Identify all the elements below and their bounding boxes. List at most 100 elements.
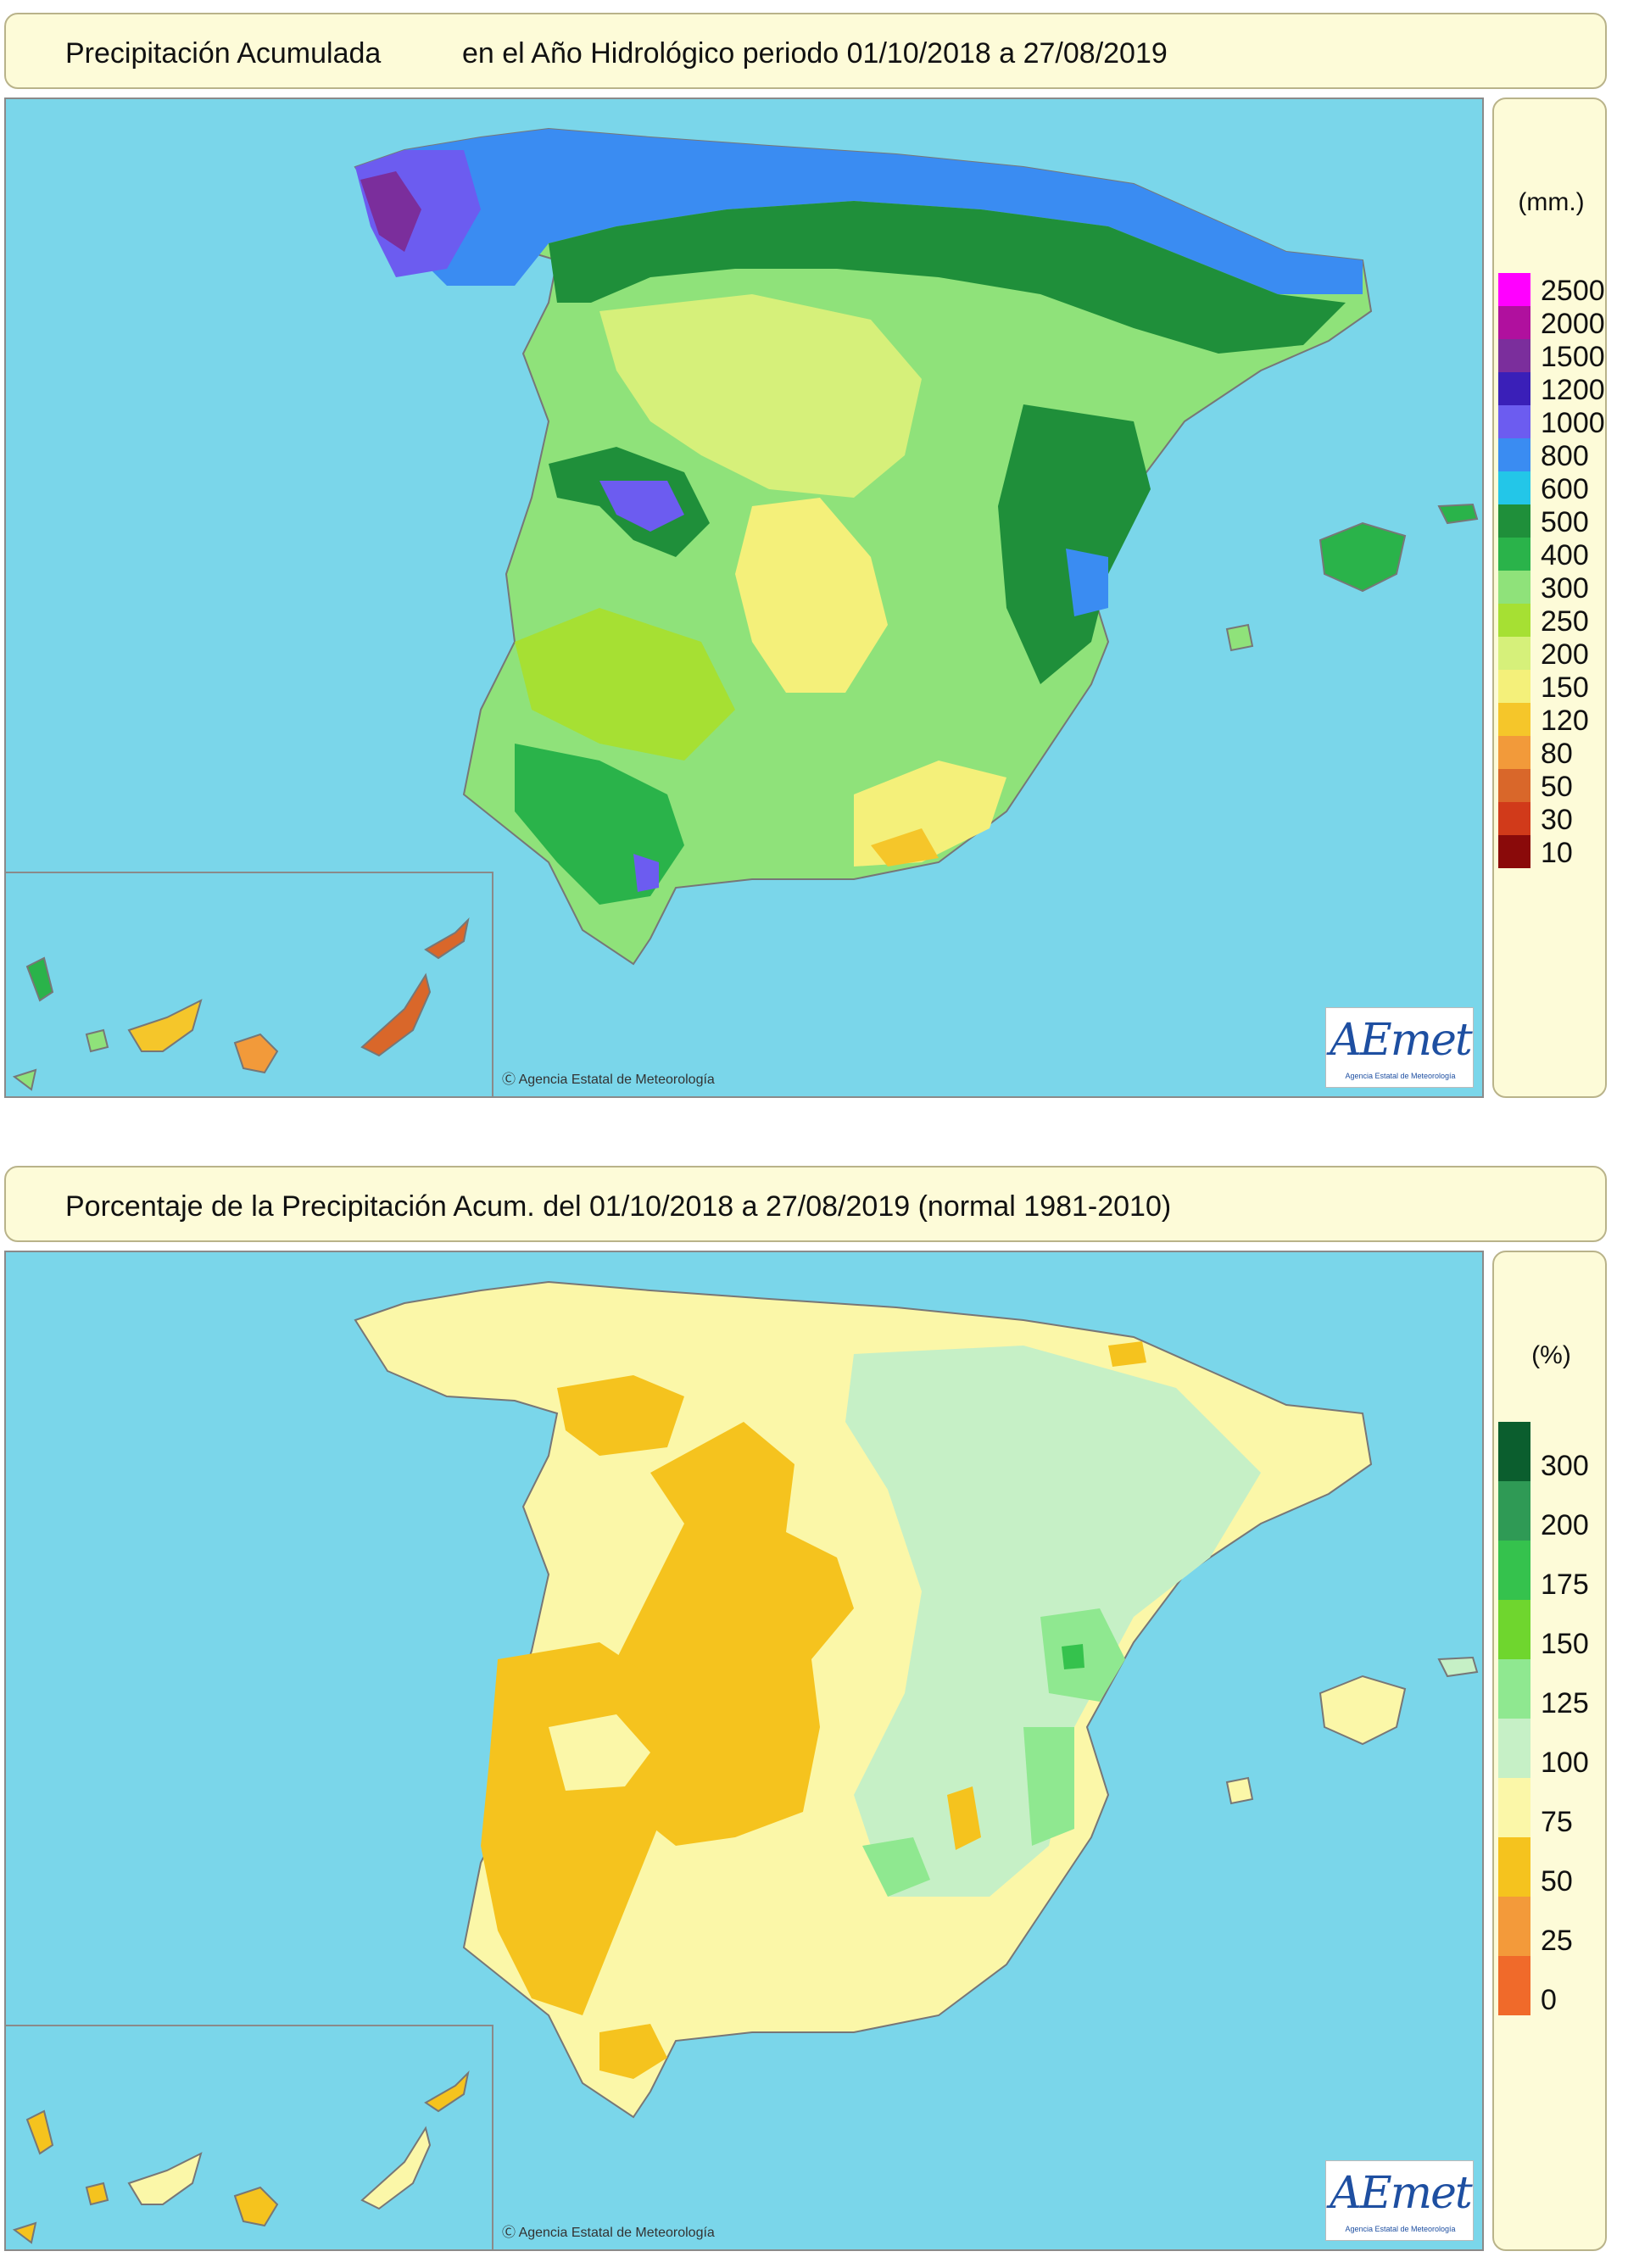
percentage-legend: (%) 300 200 175 150 125 100 75 50 25 0 xyxy=(1492,1251,1607,2251)
legend-swatch xyxy=(1498,538,1530,571)
legend-scale: 300 200 175 150 125 100 75 50 25 0 xyxy=(1498,1422,1604,2032)
fuerteventura-island xyxy=(360,2126,432,2210)
legend-label: 100 xyxy=(1541,1747,1589,1779)
aemet-logo-subtitle: Agencia Estatal de Meteorología xyxy=(1345,1072,1456,1080)
legend-swatch xyxy=(1498,1956,1530,2015)
legend-swatch xyxy=(1498,736,1530,769)
aemet-logo-subtitle: Agencia Estatal de Meteorología xyxy=(1345,2225,1456,2233)
canary-islands-graphic xyxy=(12,917,470,1091)
copyright-notice: Ⓒ Agencia Estatal de Meteorología xyxy=(502,1073,715,1087)
legend-swatch xyxy=(1498,1541,1530,1600)
precipitation-panel: Precipitación Acumulada en el Año Hidrol… xyxy=(0,0,1628,1119)
legend-swatch xyxy=(1498,703,1530,736)
aemet-logo-text: AEmet xyxy=(1330,1015,1473,1066)
legend-swatch xyxy=(1498,1778,1530,1837)
southeast-dry-spot xyxy=(947,1786,981,1850)
legend-label: 75 xyxy=(1541,1806,1573,1838)
aemet-logo: AEmet Agencia Estatal de Meteorología xyxy=(1325,1007,1474,1088)
legend-swatch xyxy=(1498,339,1530,372)
la-palma-island xyxy=(25,2109,54,2155)
almeria-orange xyxy=(871,828,939,867)
legend-unit-label: (mm.) xyxy=(1518,188,1585,216)
lanzarote-island xyxy=(424,2070,470,2113)
legend-swatch xyxy=(1498,1837,1530,1897)
legend-label: 300 xyxy=(1541,572,1589,605)
lanzarote-island xyxy=(424,917,470,960)
aemet-logo: AEmet Agencia Estatal de Meteorología xyxy=(1325,2160,1474,2241)
legend-swatch xyxy=(1498,835,1530,868)
legend-label: 175 xyxy=(1541,1569,1589,1601)
mallorca-island xyxy=(1319,1675,1407,1746)
cadiz-dry-spot xyxy=(599,2024,667,2079)
granada-green xyxy=(862,1837,930,1897)
gran-canaria-island xyxy=(233,1033,279,1074)
legend-label: 400 xyxy=(1541,539,1589,571)
west-yellow-green xyxy=(515,608,735,761)
mallorca-island xyxy=(1319,521,1407,593)
legend-label: 200 xyxy=(1541,638,1589,671)
precipitation-title-period: en el Año Hidrológico periodo 01/10/2018… xyxy=(462,37,1168,70)
canary-islands-graphic xyxy=(12,2070,470,2244)
legend-label: 0 xyxy=(1541,1984,1557,2016)
tenerife-island xyxy=(127,2152,203,2205)
legend-swatch xyxy=(1498,1600,1530,1659)
la-palma-island xyxy=(25,956,54,1002)
legend-swatch xyxy=(1498,1897,1530,1956)
canary-islands-inset xyxy=(6,2025,493,2249)
legend-label: 800 xyxy=(1541,440,1589,472)
ibiza-island xyxy=(1225,1776,1254,1805)
el-hierro-island xyxy=(12,1068,37,1091)
legend-label: 2000 xyxy=(1541,308,1605,340)
legend-label: 300 xyxy=(1541,1450,1589,1482)
north-green-belt xyxy=(549,201,1346,354)
legend-swatch xyxy=(1498,1481,1530,1541)
north-wet-band xyxy=(355,129,1363,294)
grazalema-spot xyxy=(633,854,659,892)
legend-swatch xyxy=(1498,637,1530,670)
tenerife-island xyxy=(127,999,203,1052)
menorca-island xyxy=(1437,1656,1479,1678)
legend-label: 50 xyxy=(1541,1865,1573,1897)
copyright-notice: Ⓒ Agencia Estatal de Meteorología xyxy=(502,2226,715,2240)
legend-swatch xyxy=(1498,273,1530,306)
legend-label: 2500 xyxy=(1541,275,1605,307)
legend-scale: 2500 2000 1500 1200 1000 800 600 500 400 300 250 20… xyxy=(1498,273,1605,883)
legend-label: 1500 xyxy=(1541,341,1605,373)
percentage-map: Ⓒ Agencia Estatal de Meteorología AEmet … xyxy=(4,1251,1484,2251)
central-light-zone xyxy=(599,294,922,498)
legend-label: 500 xyxy=(1541,506,1589,538)
legend-unit-label: (%) xyxy=(1531,1341,1571,1369)
legend-swatch xyxy=(1498,438,1530,471)
legend-swatch xyxy=(1498,571,1530,604)
fuerteventura-island xyxy=(360,972,432,1057)
canary-islands-inset xyxy=(6,872,493,1096)
legend-label: 600 xyxy=(1541,473,1589,505)
legend-label: 30 xyxy=(1541,804,1573,836)
percentage-title: Porcentaje de la Precipitación Acum. del… xyxy=(65,1190,1172,1223)
cantabria-dry-spot xyxy=(1108,1341,1146,1367)
precipitation-title-bar: Precipitación Acumulada en el Año Hidrol… xyxy=(4,13,1607,89)
legend-swatch xyxy=(1498,504,1530,538)
legend-label: 1000 xyxy=(1541,407,1605,439)
east-blue-spot xyxy=(1066,549,1108,616)
el-hierro-island xyxy=(12,2221,37,2244)
central-dry-zone xyxy=(735,498,888,693)
la-gomera-island xyxy=(85,1028,109,1053)
legend-label: 80 xyxy=(1541,738,1573,770)
legend-label: 50 xyxy=(1541,771,1573,803)
gran-canaria-island xyxy=(233,2186,279,2227)
legend-swatch xyxy=(1498,1659,1530,1719)
legend-swatch xyxy=(1498,769,1530,802)
southeast-green xyxy=(1023,1727,1074,1846)
central-system-blue xyxy=(599,481,684,532)
precipitation-title-main: Precipitación Acumulada xyxy=(65,37,382,70)
legend-label: 1200 xyxy=(1541,374,1605,406)
legend-swatch xyxy=(1498,1422,1530,1481)
legend-swatch xyxy=(1498,405,1530,438)
menorca-island xyxy=(1437,503,1479,525)
duero-dry-zone xyxy=(557,1375,684,1456)
legend-swatch xyxy=(1498,372,1530,405)
percentage-map-graphic xyxy=(354,1280,1479,2119)
legend-swatch xyxy=(1498,306,1530,339)
percentage-title-bar: Porcentaje de la Precipitación Acum. del… xyxy=(4,1166,1607,1242)
